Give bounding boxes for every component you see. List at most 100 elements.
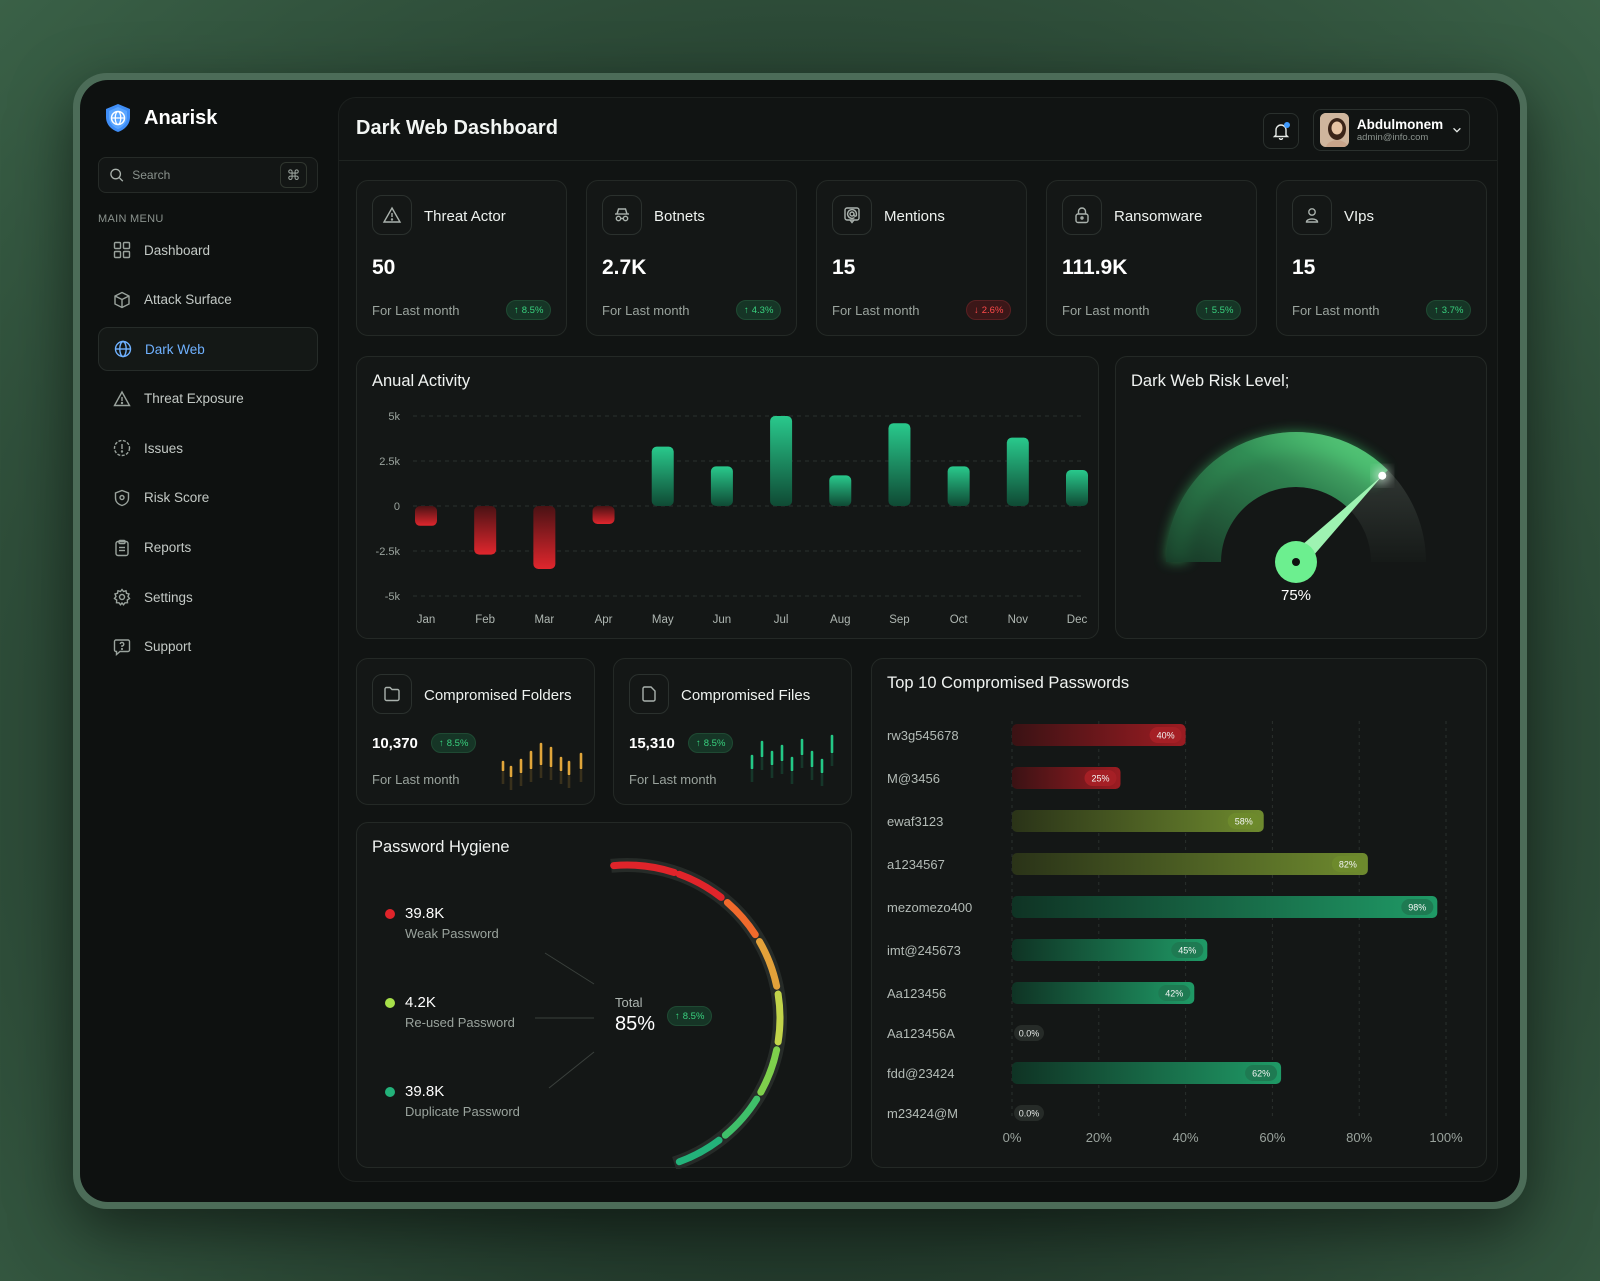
- sidebar-item-dashboard[interactable]: Dashboard: [98, 228, 318, 272]
- folder-icon: [372, 674, 412, 714]
- arrow-up-icon: ↑: [696, 737, 701, 749]
- notifications-button[interactable]: [1263, 113, 1299, 149]
- compromised-folders-card[interactable]: Compromised Folders 10,370 ↑ 8.5% For Las…: [356, 658, 595, 805]
- sidebar-item-label: Settings: [144, 589, 193, 605]
- x-tick-label: Jun: [713, 614, 732, 626]
- legend-value: 39.8K: [405, 1083, 445, 1100]
- legend-label: Re-used Password: [405, 1015, 515, 1030]
- gauge-fill: [1166, 432, 1388, 562]
- x-tick-label: Mar: [534, 614, 554, 626]
- file-icon: [629, 674, 669, 714]
- warning-triangle-icon: [372, 195, 412, 235]
- warning-icon: [112, 389, 132, 409]
- bar-value-label: 98%: [1408, 903, 1426, 913]
- password-bar[interactable]: [1012, 896, 1438, 918]
- sidebar-item-dark-web[interactable]: Dark Web: [98, 327, 318, 372]
- stat-period: For Last month: [1062, 303, 1150, 318]
- sidebar-item-risk-score[interactable]: Risk Score: [98, 476, 318, 520]
- stat-card-ransomware[interactable]: Ransomware 111.9K For Last month ↑ 5.5%: [1046, 180, 1257, 336]
- activity-bar[interactable]: [770, 416, 793, 506]
- trend-value: 8.5%: [703, 737, 726, 749]
- globe-icon: [113, 339, 133, 359]
- annual-activity-chart: 5k 2.5k 0 -2.5k -5k Jan Feb Mar Apr May Jun Jul Aug S…: [376, 411, 1088, 626]
- search-icon: [110, 168, 124, 182]
- x-tick-label: 0%: [1003, 1130, 1022, 1145]
- activity-bar[interactable]: [829, 475, 852, 506]
- activity-bar[interactable]: [415, 506, 437, 526]
- x-tick-label: Feb: [475, 614, 495, 626]
- command-key-icon: ⌘: [280, 162, 307, 188]
- app-name: Anarisk: [144, 106, 218, 129]
- activity-bar[interactable]: [710, 466, 733, 506]
- password-bar[interactable]: [1012, 939, 1208, 961]
- bar-value-label: 0.0%: [1019, 1109, 1040, 1119]
- x-tick-label: Apr: [595, 614, 613, 626]
- password-bar[interactable]: [1012, 1062, 1282, 1084]
- sidebar-item-label: Threat Exposure: [144, 391, 244, 407]
- activity-bar[interactable]: [474, 506, 497, 555]
- activity-bar[interactable]: [1006, 437, 1029, 506]
- connector-line: [548, 1051, 595, 1089]
- compromised-folders-value: 10,370: [372, 735, 418, 752]
- x-tick-label: 40%: [1173, 1130, 1199, 1145]
- sidebar-item-attack-surface[interactable]: Attack Surface: [98, 278, 318, 322]
- risk-level-card: Dark Web Risk Level; 75%: [1115, 356, 1487, 639]
- legend-label: Weak Password: [405, 926, 499, 941]
- activity-bar[interactable]: [888, 423, 911, 506]
- user-email: admin@info.com: [1356, 132, 1429, 143]
- user-name: Abdulmonem: [1356, 117, 1444, 132]
- x-tick-label: Nov: [1008, 614, 1029, 626]
- password-bar[interactable]: [1012, 724, 1186, 746]
- password-bar[interactable]: [1012, 853, 1368, 875]
- top-bar: Dark Web Dashboard Abdulmonem admin@info…: [339, 98, 1497, 161]
- activity-bar[interactable]: [533, 506, 556, 569]
- notification-dot: [1284, 122, 1290, 128]
- bar-value-label: 42%: [1165, 989, 1183, 999]
- stat-card-mentions[interactable]: Mentions 15 For Last month ↓ 2.6%: [816, 180, 1027, 336]
- activity-bar[interactable]: [651, 446, 674, 506]
- stat-card-botnets[interactable]: Botnets 2.7K For Last month ↑ 4.3%: [586, 180, 797, 336]
- stat-card-vips[interactable]: VIps 15 For Last month ↑ 3.7%: [1276, 180, 1487, 336]
- password-bar[interactable]: [1012, 982, 1195, 1004]
- legend-dot: [385, 908, 395, 919]
- bar-value-label: 82%: [1339, 860, 1357, 870]
- legend-dot: [385, 1086, 395, 1097]
- activity-bar[interactable]: [1066, 470, 1088, 506]
- trend-badge: ↑ 8.5%: [506, 300, 552, 320]
- stat-value: 15: [1292, 256, 1316, 279]
- bar-value-label: 58%: [1235, 817, 1253, 827]
- trend-badge: ↑ 8.5%: [667, 1006, 713, 1026]
- app-logo[interactable]: Anarisk: [102, 102, 217, 134]
- user-menu[interactable]: Abdulmonem admin@info.com: [1313, 109, 1470, 151]
- trend-badge: ↑ 8.5%: [431, 733, 477, 753]
- needle-tip: [1378, 471, 1387, 480]
- sidebar-item-reports[interactable]: Reports: [98, 526, 318, 570]
- bar-value-pill: [1245, 1065, 1278, 1081]
- search-box[interactable]: ⌘: [98, 157, 318, 193]
- card-title: Anual Activity: [372, 372, 471, 390]
- password-label: ewaf3123: [887, 814, 943, 829]
- legend-duplicate: 39.8K Duplicate Password: [385, 1083, 520, 1119]
- stat-card-threat-actor[interactable]: Threat Actor 50 For Last month ↑ 8.5%: [356, 180, 567, 336]
- total-label: Total: [615, 995, 643, 1010]
- trend-value: 8.5%: [521, 304, 544, 316]
- shield-icon: [112, 488, 132, 508]
- password-bar[interactable]: [1012, 810, 1264, 832]
- sidebar-item-issues[interactable]: Issues: [98, 426, 318, 470]
- bar-value-label: 45%: [1178, 946, 1196, 956]
- compromised-files-card[interactable]: Compromised Files 15,310 ↑ 8.5% For Last …: [613, 658, 852, 805]
- period-label: For Last month: [372, 772, 460, 787]
- trend-badge: ↑ 4.3%: [736, 300, 782, 320]
- sidebar-item-settings[interactable]: Settings: [98, 575, 318, 619]
- search-input[interactable]: [132, 168, 273, 182]
- page-title: Dark Web Dashboard: [356, 117, 558, 139]
- avatar: [1320, 113, 1349, 147]
- sidebar-item-support[interactable]: Support: [98, 625, 318, 669]
- bar-value-pill: [1158, 985, 1191, 1001]
- legend-reused: 4.2K Re-used Password: [385, 994, 515, 1030]
- activity-bar[interactable]: [592, 506, 615, 524]
- activity-bar[interactable]: [947, 466, 970, 506]
- stat-title: Botnets: [654, 208, 705, 225]
- trend-value: 8.5%: [446, 737, 469, 749]
- sidebar-item-threat-exposure[interactable]: Threat Exposure: [98, 377, 318, 421]
